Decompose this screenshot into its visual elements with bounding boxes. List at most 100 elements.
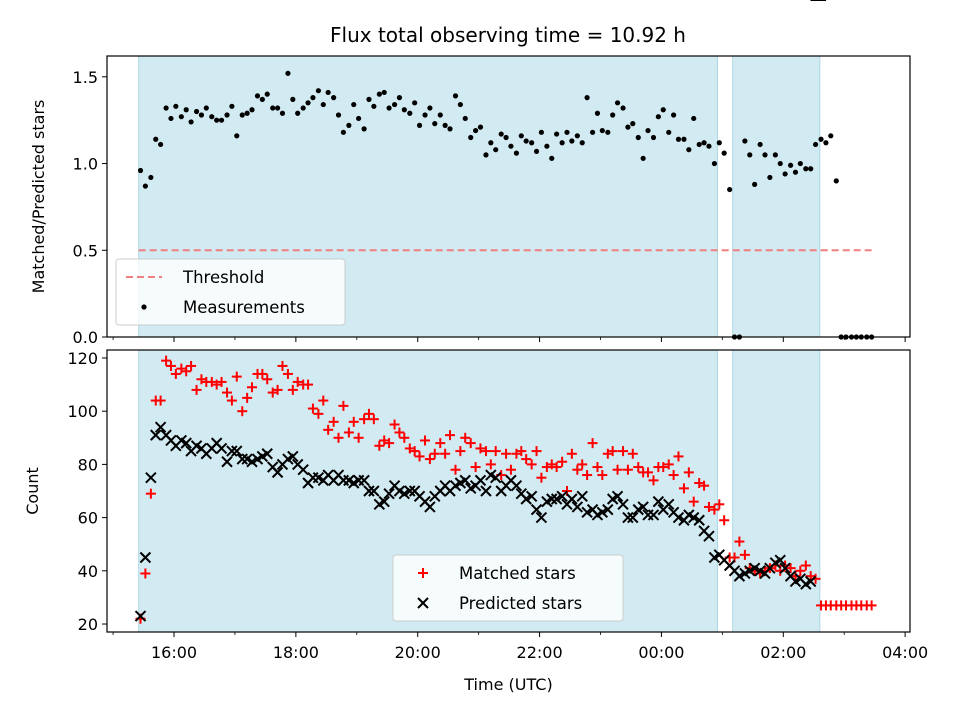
predicted-star-point: [221, 456, 233, 468]
measurement-point: [696, 141, 702, 148]
measurement-point: [462, 115, 468, 122]
cross-stroke: [322, 469, 334, 481]
predicted-star-point: [804, 575, 817, 588]
cross-stroke: [439, 479, 451, 492]
bottom-y-axis-label: Count: [23, 467, 42, 515]
x-axis-label: Time (UTC): [463, 675, 552, 694]
cross-stroke: [586, 503, 599, 516]
cross-stroke: [393, 485, 406, 497]
matched-star-point: [374, 440, 385, 451]
measurement-points: [137, 70, 875, 340]
matched-star-point: [633, 462, 644, 473]
measurement-point: [706, 143, 712, 149]
measurement-point: [340, 129, 346, 135]
matched-star-point: [866, 600, 877, 611]
matched-star-point: [420, 435, 431, 446]
matched-star-point: [450, 464, 461, 475]
matched-star-point: [287, 384, 298, 395]
matched-star-point: [612, 464, 623, 475]
matched-star-point: [663, 459, 674, 470]
predicted-stars-points: [134, 0, 827, 622]
cross-stroke: [728, 565, 741, 577]
measurement-point: [412, 100, 418, 106]
top-x-ticks: [112, 337, 906, 342]
predicted-star-point: [368, 485, 380, 497]
matched-star-point: [714, 499, 725, 510]
measurement-point: [772, 152, 778, 158]
bottom-x-ticks: 16:00 18:00 20:00 22:00 00:00 02:00 04:00: [112, 632, 928, 662]
measurement-point: [351, 101, 357, 108]
matched-star-point: [703, 501, 714, 512]
cross-stroke: [424, 501, 436, 513]
cross-stroke: [145, 471, 157, 484]
cross-stroke: [221, 456, 233, 468]
matched-star-point: [480, 446, 491, 457]
measurement-point: [549, 155, 555, 161]
measurement-point: [762, 152, 768, 158]
measurement-point: [513, 150, 520, 156]
matched-star-point: [739, 549, 750, 560]
measurement-point: [635, 134, 641, 141]
matched-star-point: [597, 470, 608, 481]
matched-star-point: [307, 403, 318, 414]
matched-star-point: [673, 451, 684, 462]
predicted-star-point: [733, 570, 746, 582]
measurement-point: [655, 114, 661, 120]
predicted-star-point: [566, 493, 578, 505]
measurement-point: [148, 174, 154, 181]
predicted-star-point: [145, 471, 157, 484]
y-tick-label: 120: [67, 349, 98, 368]
measurement-point: [376, 91, 382, 97]
measurement-point: [234, 133, 240, 139]
matched-star-point: [531, 446, 542, 457]
cross-stroke: [210, 437, 223, 449]
measurement-point: [391, 101, 398, 108]
matched-star-point: [536, 472, 547, 483]
matched-star-point: [216, 376, 227, 387]
measurement-point: [346, 122, 352, 128]
cross-stroke: [774, 554, 786, 566]
measurement-point: [274, 105, 281, 111]
predicted-star-point: [271, 466, 284, 479]
matched-star-point: [145, 488, 156, 499]
x-tick-label: 04:00: [882, 643, 928, 662]
matched-star-point: [475, 443, 486, 454]
predicted-star-point: [510, 479, 523, 492]
matched-star-point: [607, 446, 618, 457]
measurement-point: [371, 103, 377, 109]
measurement-point: [178, 114, 184, 120]
predicted-star-point: [602, 503, 614, 516]
predicted-star-point: [154, 421, 167, 433]
matched-star-point: [328, 416, 339, 427]
matched-star-point: [186, 360, 197, 371]
measurement-point: [209, 114, 215, 120]
matched-star-point: [501, 448, 512, 459]
cross-stroke: [804, 575, 817, 588]
predicted-star-point: [404, 485, 416, 497]
measurement-point: [498, 131, 504, 137]
measurement-point: [239, 112, 245, 118]
measurement-point: [188, 119, 194, 125]
predicted-star-point: [231, 445, 243, 457]
matched-star-point: [363, 408, 374, 419]
measurement-point: [686, 147, 692, 153]
cross-stroke: [566, 493, 578, 505]
measurement-point: [518, 133, 524, 139]
cross-stroke: [571, 501, 584, 513]
matched-star-point: [709, 504, 720, 515]
matched-star-point: [394, 427, 405, 438]
matched-star-point: [414, 451, 425, 462]
x-tick-label: 16:00: [151, 643, 197, 662]
measurement-point: [716, 140, 722, 146]
matched-star-point: [587, 438, 598, 449]
matched-star-point: [719, 515, 730, 526]
measurement-point: [808, 166, 814, 172]
measurement-point: [812, 141, 819, 148]
measurement-point: [640, 155, 646, 161]
measurement-point: [488, 140, 494, 146]
predicted-star-point: [297, 464, 309, 476]
chart-title: Flux total observing time = 10.92 h: [330, 23, 686, 47]
cross-stroke: [398, 487, 411, 500]
matched-star-point: [353, 432, 364, 443]
